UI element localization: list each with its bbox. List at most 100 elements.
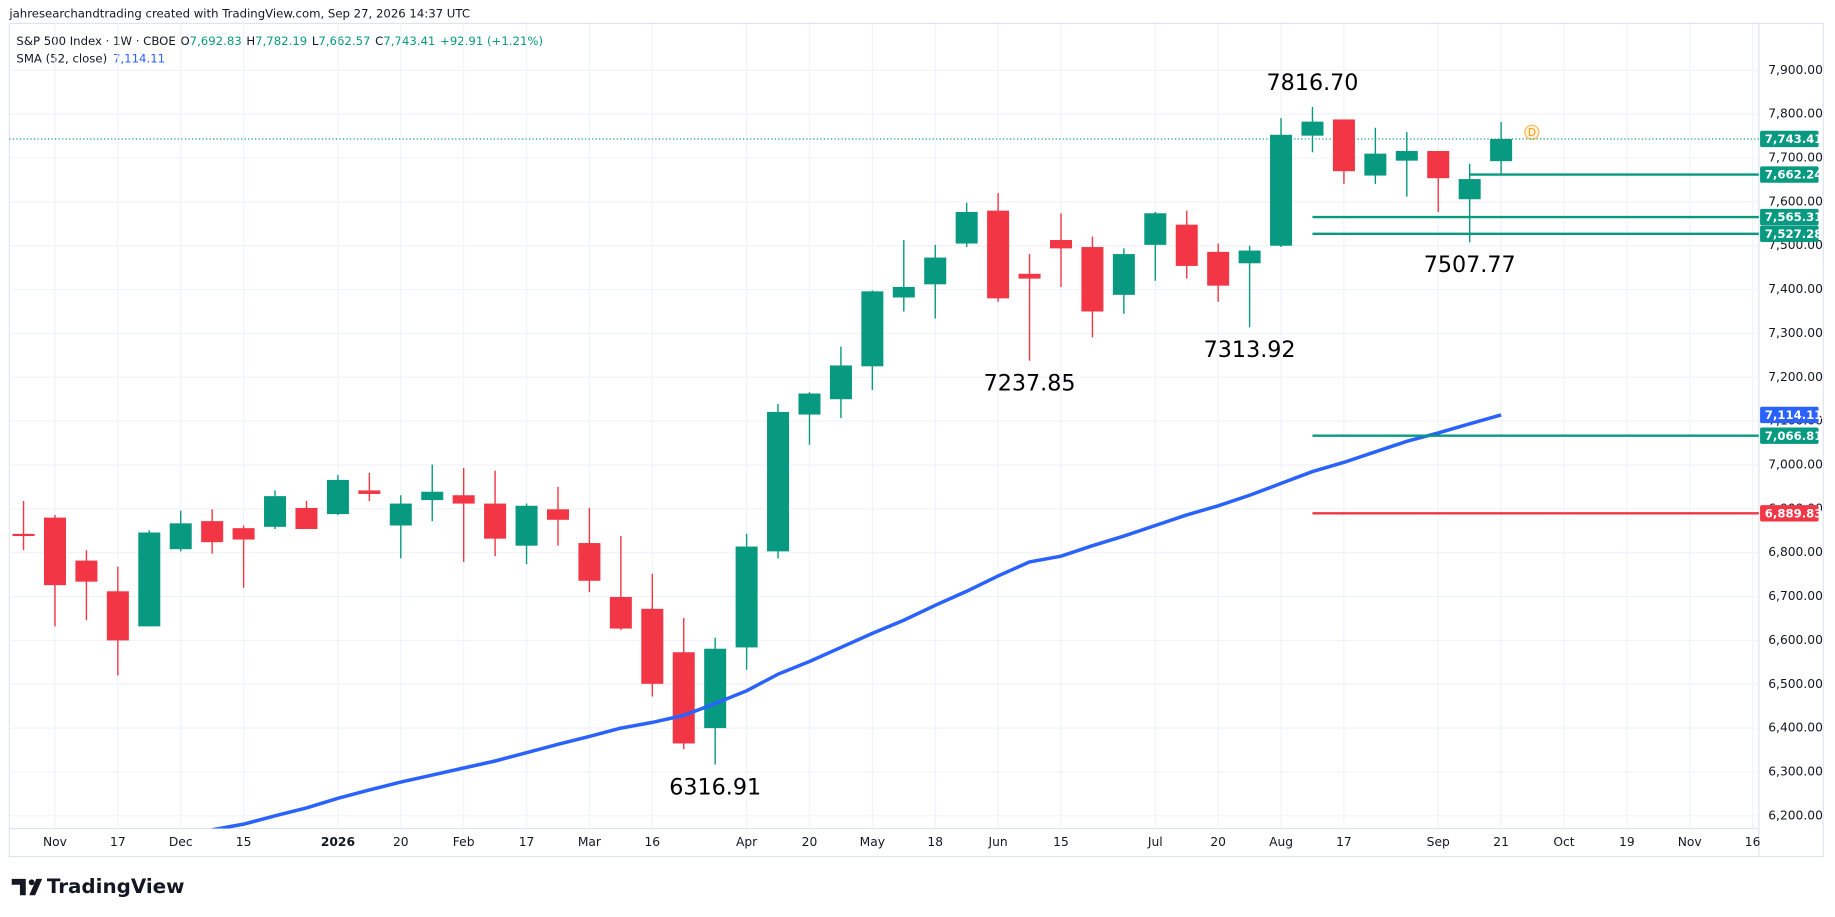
candle-body	[987, 210, 1010, 299]
candle-body	[829, 365, 852, 400]
x-tick-label: May	[860, 835, 885, 849]
y-tick-label: 7,200.00	[1768, 370, 1823, 384]
candle-body	[924, 257, 947, 285]
x-tick-label: 20	[802, 835, 818, 849]
candle-body	[641, 608, 664, 684]
ohlc-legend: S&P 500 Index · 1W · CBOE O7,692.83 H7,782…	[16, 33, 543, 47]
y-tick-label: 7,400.00	[1768, 282, 1823, 296]
logo-mark	[11, 878, 43, 896]
marker-label: D	[1528, 127, 1536, 139]
sma-value: 7,114.11	[113, 51, 165, 65]
candle-body	[389, 503, 412, 526]
x-tick-label: 16	[1745, 835, 1761, 849]
price-box-label: 6,889.83	[1765, 506, 1823, 520]
candle-body	[1427, 151, 1450, 179]
x-tick-label: 15	[1053, 835, 1069, 849]
x-tick-label: 20	[393, 835, 409, 849]
y-tick-label: 7,700.00	[1768, 151, 1823, 165]
x-tick-label: 21	[1493, 835, 1509, 849]
y-tick-label: 6,600.00	[1768, 633, 1823, 647]
logo-dot	[28, 879, 35, 886]
symbol: S&P 500 Index · 1W · CBOE	[16, 33, 175, 47]
x-tick-label: Apr	[736, 835, 758, 849]
price-box-label: 7,066.81	[1765, 429, 1823, 443]
candle-body	[1395, 151, 1418, 161]
price-box	[1760, 208, 1819, 226]
candle-body	[735, 546, 758, 648]
y-tick-label: 7,800.00	[1768, 107, 1823, 121]
attribution: jahresearchandtrading created with Tradi…	[8, 7, 470, 21]
x-tick-label: Aug	[1269, 835, 1293, 849]
candle-body	[43, 517, 66, 586]
annotation: 7816.70	[1267, 70, 1359, 96]
y-tick-label: 7,600.00	[1768, 194, 1823, 208]
candle-body	[1458, 179, 1481, 200]
candle-body	[955, 211, 978, 244]
candle-body	[546, 509, 569, 520]
y-tick-label: 6,300.00	[1768, 764, 1823, 778]
y-tick-label: 7,900.00	[1768, 63, 1823, 77]
candle-body	[232, 528, 255, 540]
candle-body	[264, 496, 287, 527]
price-box	[1760, 225, 1819, 242]
candle-body	[672, 652, 695, 744]
price-box-label: 7,527.28	[1765, 227, 1823, 241]
y-tick-label: 6,800.00	[1768, 545, 1823, 559]
x-tick-label: 17	[1336, 835, 1352, 849]
price-box	[1760, 505, 1819, 522]
x-tick-label: 17	[110, 835, 126, 849]
marker-circle	[1524, 124, 1540, 140]
y-tick-label: 6,500.00	[1768, 677, 1823, 691]
sma-line	[211, 413, 1502, 829]
candle-body	[295, 507, 318, 530]
candle-body	[704, 648, 727, 729]
y-tick-label: 6,200.00	[1768, 808, 1823, 822]
candle-body	[484, 503, 507, 539]
x-tick-label: Dec	[169, 835, 193, 849]
candle-body	[138, 532, 161, 627]
candle-body	[609, 596, 632, 629]
x-tick-label: Sep	[1427, 835, 1450, 849]
overlay: 7816.70 7237.85 7313.92 6316.91 7507.77 7,662…	[669, 70, 1822, 800]
candle-body	[578, 543, 601, 581]
brand: TradingView	[47, 875, 185, 898]
y-tick-label: 7,000.00	[1768, 457, 1823, 471]
frame	[8, 22, 1824, 858]
candle-body	[515, 505, 538, 546]
candle-body	[1207, 251, 1230, 286]
candle-body	[1332, 119, 1355, 172]
ohlc-value: 7,692.83	[190, 33, 242, 47]
annotation: 6316.91	[669, 774, 761, 800]
price-box-label: 7,565.31	[1765, 210, 1823, 224]
candle-body	[106, 591, 129, 641]
candle-body	[1490, 138, 1513, 162]
x-tick-label: Oct	[1553, 835, 1574, 849]
price-box	[1760, 166, 1819, 183]
price-box	[1760, 406, 1819, 424]
ohlc-value: 7,743.41	[383, 33, 435, 47]
ohlc-key: H	[246, 33, 255, 47]
candle-body	[1049, 240, 1072, 249]
candle-body	[358, 490, 381, 494]
price-box	[1760, 130, 1819, 148]
ohlc-key: C	[375, 33, 383, 47]
candle-body	[1270, 134, 1293, 246]
x-tick-label: Jul	[1147, 835, 1163, 849]
candle-body	[1018, 273, 1041, 279]
x-tick-label: 2026	[321, 835, 355, 849]
candle-body	[1238, 250, 1261, 264]
candle-body	[201, 521, 224, 543]
candle-body	[1081, 247, 1104, 312]
candle-body	[861, 291, 884, 367]
candle-body	[1301, 121, 1324, 136]
x-tick-label: Jun	[988, 835, 1008, 849]
x-tick-label: 20	[1210, 835, 1226, 849]
x-tick-label: 18	[927, 835, 943, 849]
ohlc-key: O	[180, 33, 189, 47]
price-box-label: 7,662.24	[1765, 168, 1823, 182]
change: +92.91 (+1.21%)	[440, 33, 543, 47]
candle-body	[892, 286, 915, 298]
ohlc-value: 7,782.19	[255, 33, 307, 47]
